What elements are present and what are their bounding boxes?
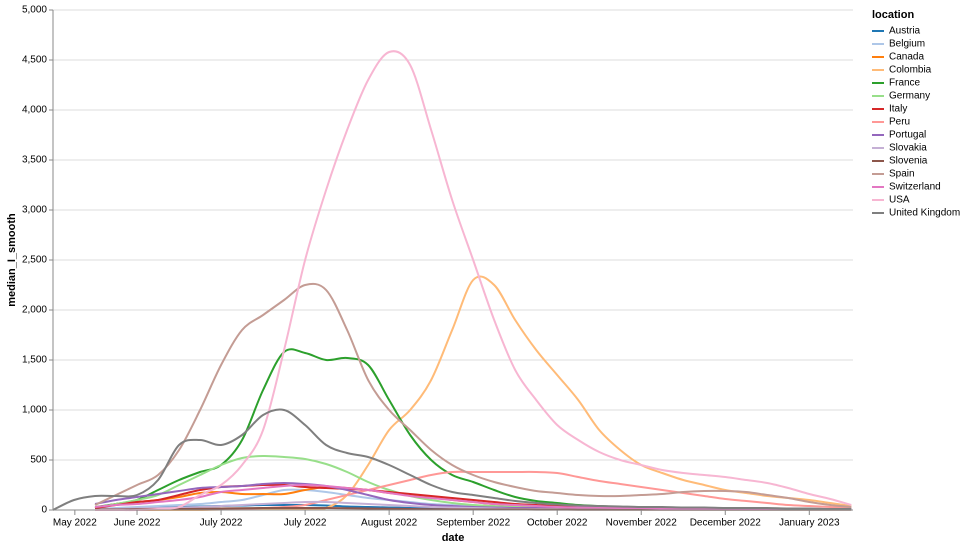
x-tick-label: May 2022 (53, 518, 97, 529)
legend-label: Austria (889, 26, 921, 37)
y-tick-label: 4,500 (22, 55, 47, 66)
legend-label: France (889, 78, 921, 89)
legend-label: Italy (889, 104, 907, 115)
x-tick-label: January 2023 (779, 518, 840, 529)
series-line (94, 348, 852, 511)
y-tick-label: 2,500 (22, 255, 47, 266)
grid (53, 9, 853, 511)
x-tick-label: July 2022 (284, 518, 327, 529)
legend-label: Slovenia (889, 156, 928, 167)
legend-label: Belgium (889, 39, 925, 50)
y-tick-label: 4,000 (22, 105, 47, 116)
series-line (94, 282, 852, 508)
axes: 0 500 1,000 1,500 2,000 2,500 3,000 3,500 4,000 4… (22, 5, 853, 529)
legend-label: Canada (889, 52, 924, 63)
legend-label: Portugal (889, 130, 926, 141)
legend-title: location (872, 9, 914, 21)
x-tick-label: October 2022 (527, 518, 588, 529)
legend-label: Peru (889, 117, 910, 128)
legend: Austria Belgium Canada Colombia France German… (872, 26, 960, 219)
legend-label: United Kingdom (889, 208, 960, 219)
legend-label: Switzerland (889, 182, 941, 193)
x-tick-label: June 2022 (114, 518, 161, 529)
x-axis-title: date (442, 532, 465, 544)
legend-label: Slovakia (889, 143, 927, 154)
series-line (52, 408, 852, 511)
legend-label: Colombia (889, 65, 932, 76)
y-axis-title: median_I_smooth (6, 213, 18, 307)
y-tick-label: 1,000 (22, 405, 47, 416)
legend-label: Germany (889, 91, 930, 102)
series-line (95, 50, 852, 512)
y-tick-label: 2,000 (22, 305, 47, 316)
y-tick-label: 500 (30, 455, 47, 466)
legend-label: USA (889, 195, 910, 206)
x-tick-label: November 2022 (606, 518, 678, 529)
x-tick-label: September 2022 (436, 518, 510, 529)
y-tick-label: 3,500 (22, 155, 47, 166)
y-tick-label: 0 (41, 505, 47, 516)
y-tick-label: 3,000 (22, 205, 47, 216)
x-tick-label: July 2022 (200, 518, 243, 529)
plot-area (52, 50, 852, 512)
x-tick-label: August 2022 (361, 518, 418, 529)
x-tick-label: December 2022 (690, 518, 762, 529)
legend-label: Spain (889, 169, 915, 180)
y-tick-label: 5,000 (22, 5, 47, 16)
y-tick-label: 1,500 (22, 355, 47, 366)
